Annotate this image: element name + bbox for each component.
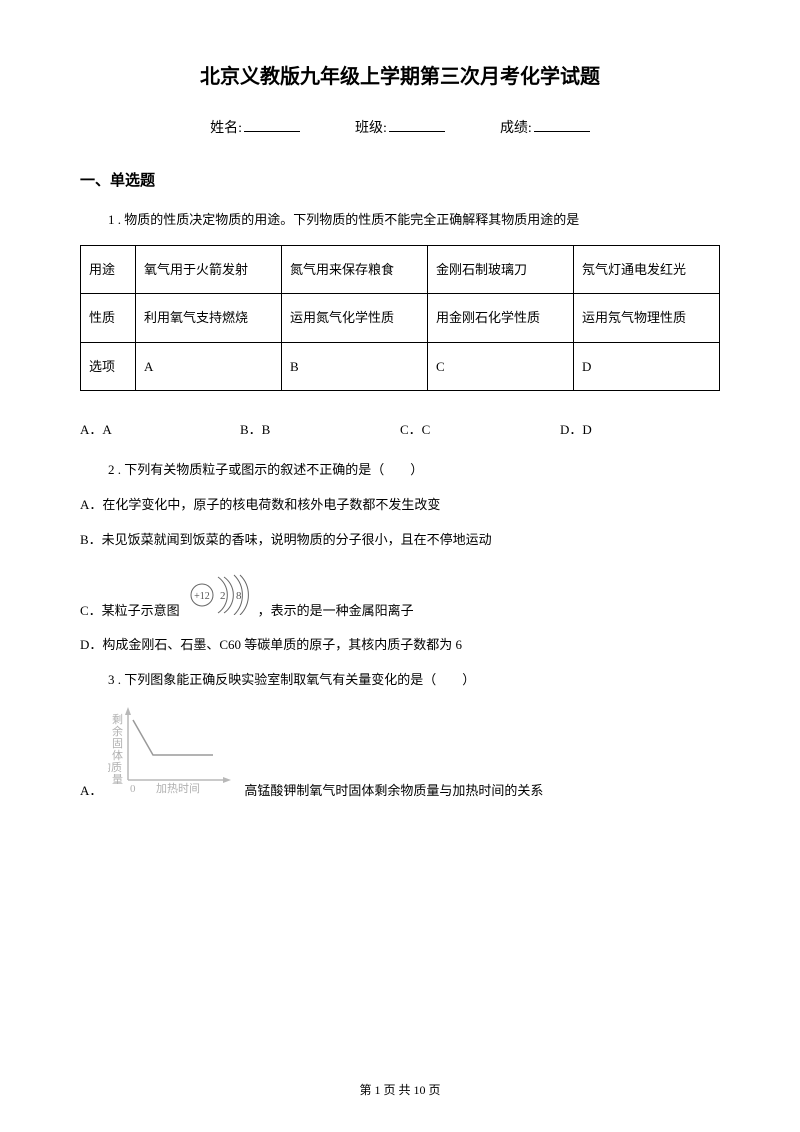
svg-text:体: 体 — [112, 748, 123, 762]
table-row: 性质 利用氧气支持燃烧 运用氮气化学性质 用金刚石化学性质 运用氖气物理性质 — [81, 294, 720, 343]
q3-graph-icon: 剩 余 固 体 的质 量 0 加热时间 — [108, 705, 238, 799]
class-blank[interactable] — [389, 118, 445, 132]
q1-option-a: A．A — [80, 419, 240, 438]
section-heading: 一、单选题 — [80, 169, 720, 190]
footer-mid: 页 共 — [380, 1083, 413, 1097]
nucleus-label: +12 — [194, 591, 210, 602]
q2-optc-pre: C．某粒子示意图 — [80, 601, 180, 622]
q1-options: A．A B．B C．C D．D — [80, 419, 720, 438]
svg-text:固: 固 — [112, 737, 123, 750]
footer-post: 页 — [426, 1083, 441, 1097]
student-info-line: 姓名: 班级: 成绩: — [80, 117, 720, 137]
table-cell: 性质 — [81, 294, 136, 343]
q2-option-d: D．构成金刚石、石墨、C60 等碳单质的原子，其核内质子数都为 6 — [80, 635, 720, 656]
name-blank[interactable] — [244, 118, 300, 132]
q3-text: 3 . 下列图象能正确反映实验室制取氧气有关量变化的是（ ） — [108, 670, 720, 691]
table-cell: 金刚石制玻璃刀 — [428, 245, 574, 294]
class-label: 班级: — [355, 121, 387, 136]
q3-opta-caption: 高锰酸钾制氧气时固体剩余物质量与加热时间的关系 — [244, 780, 543, 799]
q1-option-c: C．C — [400, 419, 560, 438]
q3-option-a: A． 剩 余 固 体 的质 量 0 加热时间 高锰酸钾制氧气时固体剩余物质量与加… — [80, 705, 720, 799]
score-label: 成绩: — [500, 121, 532, 136]
table-row: 选项 A B C D — [81, 342, 720, 391]
table-cell: 氧气用于火箭发射 — [136, 245, 282, 294]
footer-pre: 第 — [359, 1083, 374, 1097]
page-title: 北京义教版九年级上学期第三次月考化学试题 — [80, 60, 720, 89]
table-cell: 利用氧气支持燃烧 — [136, 294, 282, 343]
q1-option-d: D．D — [560, 419, 720, 438]
table-cell: 用途 — [81, 245, 136, 294]
name-label: 姓名: — [210, 121, 242, 136]
q2-option-b: B．未见饭菜就闻到饭菜的香味，说明物质的分子很小，且在不停地运动 — [80, 530, 720, 551]
q1-text: 1 . 物质的性质决定物质的用途。下列物质的性质不能完全正确解释其物质用途的是 — [108, 210, 720, 231]
table-cell: 氖气灯通电发红光 — [574, 245, 720, 294]
q1-table: 用途 氧气用于火箭发射 氮气用来保存粮食 金刚石制玻璃刀 氖气灯通电发红光 性质… — [80, 245, 720, 392]
q1-option-b: B．B — [240, 419, 400, 438]
q2-option-c: C．某粒子示意图 +12 2 8 ，表示的是一种金属阳离子 — [80, 565, 720, 622]
atom-diagram-icon: +12 2 8 — [184, 565, 254, 622]
shell-1-label: 2 — [220, 590, 226, 602]
footer-total-pages: 10 — [414, 1083, 426, 1097]
svg-text:0: 0 — [130, 783, 136, 795]
q3-opta-prefix: A． — [80, 780, 102, 799]
q2-optc-post: ，表示的是一种金属阳离子 — [258, 601, 414, 622]
q2-option-a: A．在化学变化中，原子的核电荷数和核外电子数都不发生改变 — [80, 495, 720, 516]
table-cell: 氮气用来保存粮食 — [282, 245, 428, 294]
table-cell: D — [574, 342, 720, 391]
table-cell: A — [136, 342, 282, 391]
table-cell: C — [428, 342, 574, 391]
page-footer: 第 1 页 共 10 页 — [0, 1081, 800, 1098]
shell-2-label: 8 — [236, 590, 242, 602]
svg-text:量: 量 — [112, 773, 123, 786]
score-blank[interactable] — [534, 118, 590, 132]
svg-text:余: 余 — [112, 724, 123, 738]
q2-text: 2 . 下列有关物质粒子或图示的叙述不正确的是（ ） — [108, 460, 720, 481]
table-cell: 用金刚石化学性质 — [428, 294, 574, 343]
table-cell: 运用氖气物理性质 — [574, 294, 720, 343]
svg-text:剩: 剩 — [112, 713, 123, 726]
table-row: 用途 氧气用于火箭发射 氮气用来保存粮食 金刚石制玻璃刀 氖气灯通电发红光 — [81, 245, 720, 294]
table-cell: 选项 — [81, 342, 136, 391]
table-cell: 运用氮气化学性质 — [282, 294, 428, 343]
svg-text:的质: 的质 — [108, 760, 122, 774]
table-cell: B — [282, 342, 428, 391]
svg-text:加热时间: 加热时间 — [156, 782, 200, 795]
